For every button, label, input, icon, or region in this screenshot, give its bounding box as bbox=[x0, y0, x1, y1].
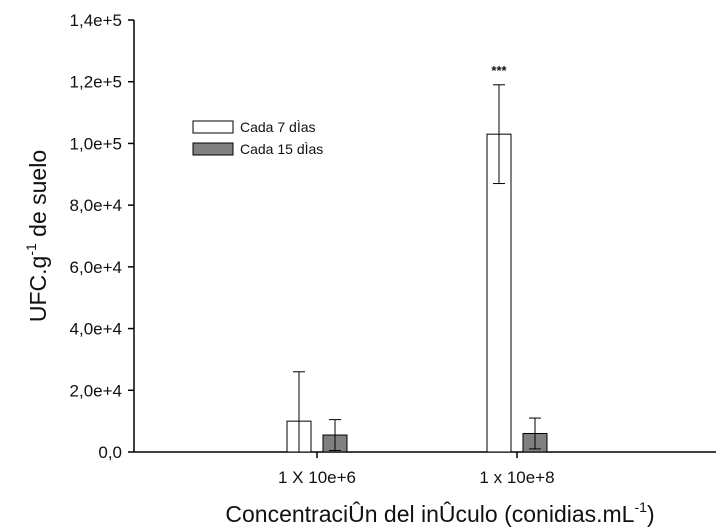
y-axis-title-main: UFC.g bbox=[25, 256, 51, 322]
y-axis-title: UFC.g-1 de suelo bbox=[23, 150, 51, 322]
significance-annotation: *** bbox=[491, 63, 507, 78]
y-tick-label: 1,4e+5 bbox=[70, 11, 122, 30]
y-tick-label: 8,0e+4 bbox=[70, 196, 122, 215]
legend: Cada 7 dÌas Cada 15 dÌas bbox=[192, 119, 323, 157]
y-axis-title-suffix: de suelo bbox=[25, 150, 51, 243]
x-axis-title-superscript: -1 bbox=[634, 499, 647, 515]
y-tick-label: 1,2e+5 bbox=[70, 73, 122, 92]
x-tick-label: 1 X 10e+6 bbox=[278, 468, 356, 487]
x-axis-title-suffix: ) bbox=[647, 501, 655, 527]
x-axis-title: ConcentraciÛn del inÛculo (conidias.mL-1… bbox=[225, 499, 654, 527]
y-tick-label: 4,0e+4 bbox=[70, 320, 122, 339]
bars bbox=[286, 133, 548, 453]
x-axis-title-main: ConcentraciÛn del inÛculo (conidias.mL bbox=[225, 500, 634, 527]
y-tick-label: 0,0 bbox=[98, 443, 122, 462]
legend-label: Cada 15 dÌas bbox=[240, 141, 323, 157]
x-tick-label: 1 x 10e+8 bbox=[479, 468, 554, 487]
axes: 0,0 2,0e+4 4,0e+4 6,0e+4 8,0e+4 1,0e+5 1,2e+5 1… bbox=[70, 11, 716, 487]
legend-swatch bbox=[192, 120, 234, 134]
y-axis-title-superscript: -1 bbox=[23, 243, 39, 256]
error-bars bbox=[293, 84, 541, 453]
y-tick-label: 6,0e+4 bbox=[70, 258, 122, 277]
annotations: *** bbox=[491, 63, 507, 78]
y-tick-label: 1,0e+5 bbox=[70, 134, 122, 153]
axis-titles: ConcentraciÛn del inÛculo (conidias.mL-1… bbox=[23, 150, 655, 527]
legend-swatch bbox=[192, 142, 234, 156]
y-tick-label: 2,0e+4 bbox=[70, 381, 122, 400]
legend-label: Cada 7 dÌas bbox=[240, 119, 316, 135]
